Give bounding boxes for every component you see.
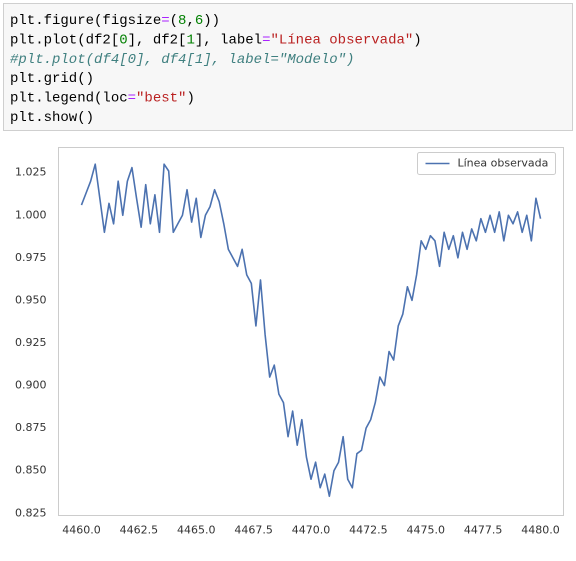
- code-token: plt.grid(): [10, 71, 94, 87]
- code-token: 0: [119, 32, 127, 48]
- code-token: plt.plot(df2[: [10, 32, 119, 48]
- code-token: )): [203, 13, 220, 29]
- legend-label: Línea observada: [458, 157, 549, 170]
- y-tick-label: 1.025: [15, 166, 47, 179]
- code-token: =: [262, 32, 270, 48]
- code-cell[interactable]: [3, 3, 573, 131]
- y-tick-label: 0.875: [15, 421, 47, 434]
- x-tick-label: 4467.5: [234, 524, 273, 537]
- code-token: =: [161, 13, 169, 29]
- y-tick-label: 0.900: [15, 379, 47, 392]
- code-line: plt.show(): [10, 110, 94, 126]
- x-tick-label: 4472.5: [349, 524, 388, 537]
- code-token: 1: [186, 32, 194, 48]
- x-tick-label: 4477.5: [464, 524, 503, 537]
- x-tick-label: 4475.0: [407, 524, 446, 537]
- x-tick-label: 4470.0: [292, 524, 331, 537]
- y-tick-label: 0.925: [15, 336, 47, 349]
- y-tick-label: 0.950: [15, 293, 47, 306]
- code-line: plt.legend(loc="best"): [10, 90, 195, 106]
- code-token: plt.show(): [10, 110, 94, 126]
- x-tick-label: 4480.0: [521, 524, 560, 537]
- code-token: ], df2[: [128, 32, 187, 48]
- code-line: plt.plot(df2[0], df2[1], label="Línea ob…: [10, 32, 422, 48]
- code-token: #plt.plot(df4[0], df4[1], label="Modelo"…: [10, 52, 354, 68]
- code-token: plt.figure(figsize: [10, 13, 161, 29]
- plot-area: [58, 147, 564, 516]
- code-token: ], label: [195, 32, 262, 48]
- code-token: ): [413, 32, 421, 48]
- code-token: ): [186, 90, 194, 106]
- code-line: plt.figure(figsize=(8,6)): [10, 13, 220, 29]
- code-line: #plt.plot(df4[0], df4[1], label="Modelo"…: [10, 52, 354, 68]
- code-line: plt.grid(): [10, 71, 94, 87]
- code-token: "Línea observada": [270, 32, 413, 48]
- code-token: 8: [178, 13, 186, 29]
- code-token: "best": [136, 90, 186, 106]
- x-tick-label: 4465.0: [177, 524, 216, 537]
- code-token: (: [170, 13, 178, 29]
- code-token: =: [128, 90, 136, 106]
- x-tick-label: 4460.0: [62, 524, 101, 537]
- y-tick-label: 0.975: [15, 251, 47, 264]
- y-tick-label: 0.850: [15, 464, 47, 477]
- data-line: [80, 163, 542, 498]
- x-tick-label: 4462.5: [120, 524, 159, 537]
- y-tick-label: 1.000: [15, 208, 47, 221]
- y-tick-label: 0.825: [15, 506, 47, 519]
- code-token: 6: [195, 13, 203, 29]
- code-token: ,: [186, 13, 194, 29]
- code-token: plt.legend(loc: [10, 90, 128, 106]
- legend-box: [417, 152, 556, 175]
